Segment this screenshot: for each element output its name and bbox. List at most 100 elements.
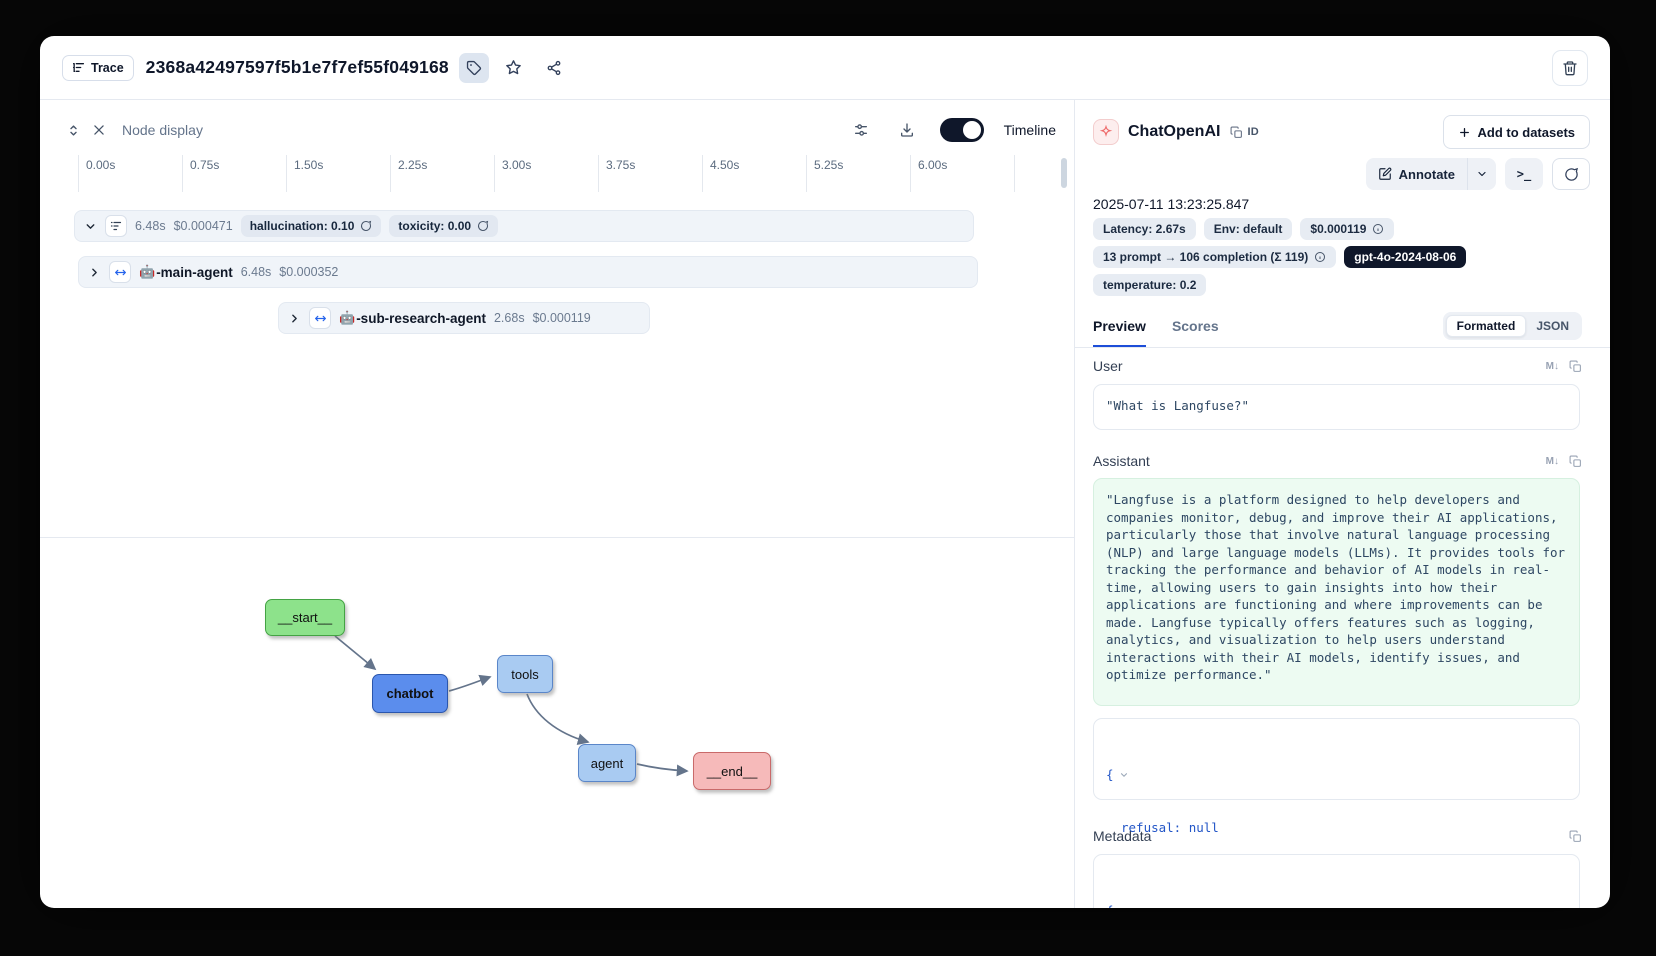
tag-icon[interactable] [458,52,489,83]
download-icon[interactable] [894,117,920,143]
cost-badge[interactable]: $0.000119 [1300,218,1395,240]
assistant-message-box: "Langfuse is a platform designed to help… [1093,478,1580,706]
row-duration: 6.48s [240,265,272,279]
time-tick: 5.25s [806,155,843,192]
trace-id: 2368a42497597f5b1e7f7ef55f049168 [145,57,449,77]
robot-emoji: 🤖 [139,264,156,280]
row-name: -main-agent [156,264,233,280]
format-toggle: Formatted JSON [1442,312,1582,340]
comment-button[interactable] [1552,158,1590,190]
info-icon [1373,224,1384,234]
id-label: ID [1247,126,1260,138]
graph-node-tools[interactable]: tools [497,655,553,693]
chevron-right-icon[interactable] [287,311,301,325]
format-toggle-formatted[interactable]: Formatted [1445,315,1527,337]
user-section-heading: User [1093,358,1123,374]
playground-terminal-button[interactable]: >_ [1505,158,1543,190]
row-duration: 6.48s [135,219,166,233]
node-display-label: Node display [122,122,203,138]
trace-tree-icon [105,215,127,237]
hallucination-score-badge[interactable]: hallucination: 0.10 [240,215,382,237]
divider [1467,158,1468,190]
trace-row-root[interactable]: 6.48s $0.000471 hallucination: 0.10 toxi… [74,210,974,242]
info-icon [1315,252,1326,262]
panel-divider [40,537,1074,538]
observation-timestamp: 2025-07-11 13:23:25.847 [1093,196,1250,212]
delete-trace-button[interactable] [1552,49,1588,86]
trace-tree-icon [72,61,85,74]
graph-node-agent[interactable]: agent [578,744,636,782]
toxicity-score-badge[interactable]: toxicity: 0.00 [389,215,499,237]
markdown-toggle-icon[interactable]: M↓ [1545,360,1559,372]
row-cost: $0.000119 [532,311,591,325]
format-toggle-json[interactable]: JSON [1536,319,1569,333]
copy-icon[interactable] [1569,830,1582,843]
time-tick: 2.25s [390,155,427,192]
plus-icon [1460,127,1470,137]
model-badge[interactable]: gpt-4o-2024-08-06 [1344,246,1467,268]
temperature-badge: temperature: 0.2 [1093,274,1207,296]
user-message-box: "What is Langfuse?" [1093,384,1580,430]
output-json-box: { refusal: null } [1093,718,1580,887]
copy-id-icon[interactable] [1230,126,1243,139]
comment-icon [361,220,372,231]
time-tick: 3.75s [598,155,635,192]
graph-node-chatbot[interactable]: chatbot [372,674,448,713]
row-cost: $0.000352 [279,265,339,279]
collapse-caret-icon[interactable] [1119,906,1129,908]
observation-detail-panel: ChatOpenAI ID Add to datasets Annotate [1075,100,1610,908]
row-name: -sub-research-agent [356,310,486,326]
assistant-section-heading: Assistant [1093,453,1150,469]
robot-emoji: 🤖 [339,310,356,326]
observation-title: ChatOpenAI [1128,123,1221,140]
comment-icon [478,220,489,231]
copy-icon[interactable] [1569,360,1582,373]
annotate-dropdown-chevron[interactable] [1468,158,1496,190]
row-cost: $0.000471 [173,219,233,233]
generation-sparkle-icon [1093,119,1119,145]
time-tick: 3.00s [494,155,531,192]
timeline-toggle-label: Timeline [1003,122,1056,138]
annotate-split-button: Annotate [1365,158,1496,190]
trace-row-main-agent[interactable]: 🤖 -main-agent 6.48s $0.000352 [78,256,978,288]
chevron-right-icon[interactable] [87,265,101,279]
trace-badge-label: Trace [91,60,124,75]
trace-detail-window: Trace 2368a42497597f5b1e7f7ef55f049168 [40,36,1610,908]
tab-preview[interactable]: Preview [1093,306,1146,347]
trace-type-badge: Trace [62,54,134,81]
time-tick-end [1014,155,1022,192]
share-icon[interactable] [539,53,569,83]
markdown-toggle-icon[interactable]: M↓ [1545,455,1559,467]
time-tick: 0.75s [182,155,219,192]
add-to-datasets-button[interactable]: Add to datasets [1443,115,1590,149]
time-tick: 1.50s [286,155,323,192]
star-icon[interactable] [499,53,529,83]
refusal-json-line: refusal: null [1121,819,1219,835]
preview-tabbar: Preview Scores [1075,306,1610,348]
trace-row-sub-research-agent[interactable]: 🤖 -sub-research-agent 2.68s $0.000119 [278,302,650,334]
chat-bubble-icon [1564,167,1578,181]
expand-all-icon[interactable] [60,117,86,143]
latency-badge: Latency: 2.67s [1093,218,1196,240]
tab-scores[interactable]: Scores [1171,317,1219,334]
span-arrows-icon [309,307,331,329]
edit-pencil-icon [1378,167,1392,180]
chevron-down-icon[interactable] [83,219,97,233]
time-tick: 0.00s [78,155,115,192]
graph-node-end[interactable]: __end__ [693,752,771,790]
header-bar: Trace 2368a42497597f5b1e7f7ef55f049168 [40,36,1610,100]
timeline-panel: Node display Timeline 0.00s 0.75s 1.50s … [40,100,1075,908]
display-settings-icon[interactable] [848,117,874,143]
timeline-toggle[interactable] [939,118,984,142]
annotate-button[interactable]: Annotate [1366,158,1467,190]
token-usage-badge[interactable]: 13 prompt → 106 completion (Σ 119) [1093,246,1337,268]
metadata-section-heading: Metadata [1093,828,1152,844]
env-badge: Env: default [1203,218,1293,240]
collapse-all-icon[interactable] [86,117,112,143]
row-duration: 2.68s [493,311,525,325]
timeline-scrollbar[interactable] [1061,158,1067,188]
copy-icon[interactable] [1569,455,1582,468]
time-tick: 4.50s [702,155,739,192]
graph-node-start[interactable]: __start__ [265,599,345,636]
collapse-caret-icon[interactable] [1119,770,1129,780]
